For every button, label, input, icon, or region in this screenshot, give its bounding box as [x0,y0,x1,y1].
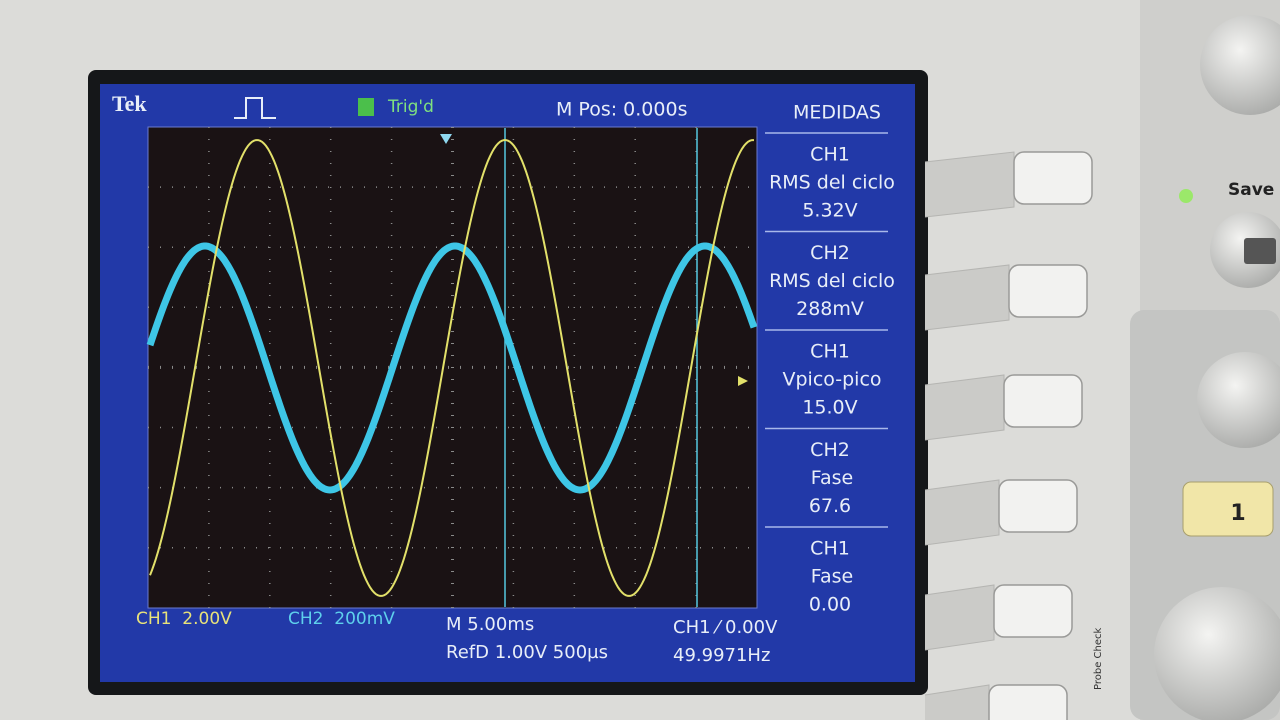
save-label: Save [1228,180,1274,200]
button-guide [924,264,1010,331]
menu-value: 67.6 [809,495,851,517]
menu: CH1 RMS del ciclo 5.32V CH2 RMS del ciclo 288… [765,132,895,616]
trigger-marker [440,134,452,144]
trigger-icon [234,97,276,119]
position: M Pos: 0.000s [556,99,687,121]
ch1-scale: CH1 2.00V [136,609,232,629]
menu-label: Fase [811,566,853,588]
menu-label: Vpico-pico [782,369,881,391]
ch1-button[interactable] [1182,481,1274,537]
menu-label: Fase [811,467,853,489]
level-marker [738,376,748,386]
menu-channel: CH1 [810,144,850,166]
probe-check: Probe Check [1093,627,1104,690]
led [1179,189,1193,203]
trigger-status: Trig'd [387,97,434,117]
trig-icon [358,98,374,116]
button-guide [924,374,1005,441]
bezel-buttons [924,151,1093,720]
menu-title: MEDIDAS [793,102,881,124]
knob[interactable] [1197,352,1280,448]
menu-value: 15.0V [802,397,857,419]
menu-value: 288mV [796,298,864,320]
soft-button[interactable] [1013,151,1093,205]
button-guide [924,479,1000,546]
menu-label: RMS del ciclo [769,270,895,292]
menu-channel: CH2 [810,439,850,461]
printer-icon [1244,238,1276,264]
menu-channel: CH1 [810,341,850,363]
ch1-trace [149,139,754,597]
ch2-scale: CH2 200mV [288,609,395,629]
knob[interactable] [1154,587,1280,720]
frequency: 49.9971Hz [673,645,770,666]
menu-channel: CH2 [810,242,850,264]
button-guide [924,584,995,651]
soft-button[interactable] [998,479,1078,533]
menu-value: 0.00 [809,594,851,616]
ch2-trace [146,242,758,494]
trigger-level: CH1 ⁄ 0.00V [673,617,778,638]
soft-button[interactable] [1008,264,1088,318]
button-guide [924,151,1015,218]
soft-button[interactable] [993,584,1073,638]
menu-label: RMS del ciclo [769,172,895,194]
brand: Tek [112,91,147,116]
soft-button[interactable] [1003,374,1083,428]
ch1-button-label: 1 [1230,501,1245,526]
soft-button[interactable] [988,684,1068,720]
timebase: M 5.00ms [446,614,534,635]
menu-channel: CH1 [810,538,850,560]
knob[interactable] [1200,15,1280,115]
menu-value: 5.32V [802,200,857,222]
reference: RefD 1.00V 500µs [446,642,608,663]
